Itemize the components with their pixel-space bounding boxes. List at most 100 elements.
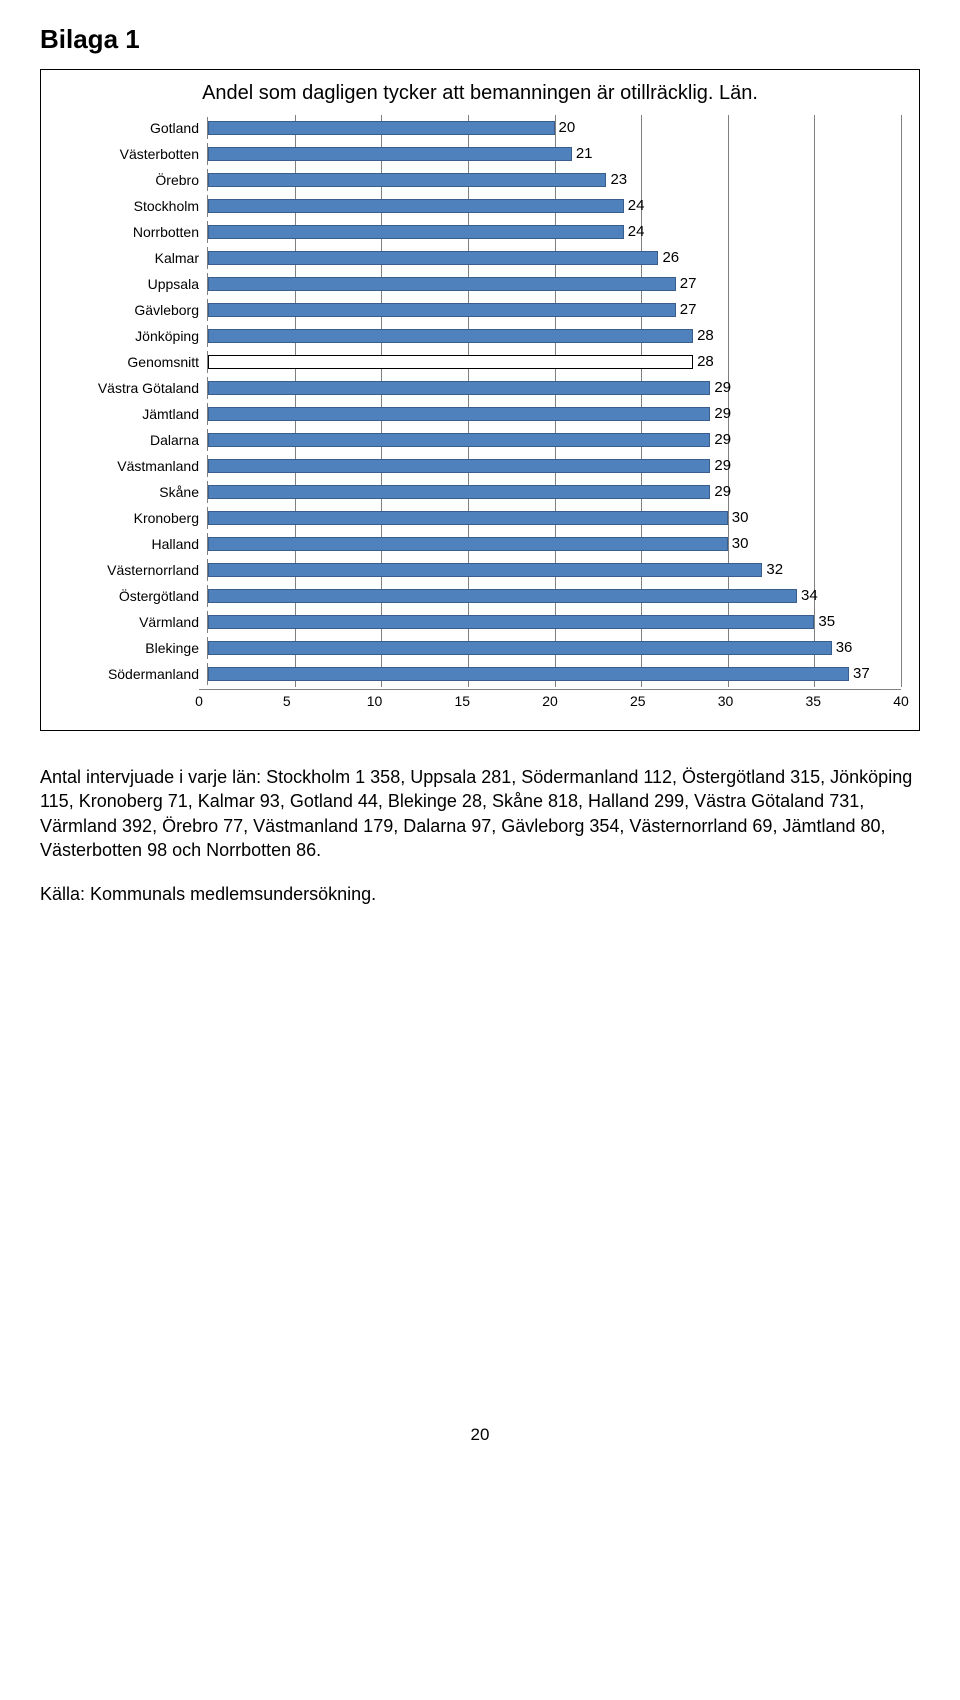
plot-cell: 34 [207, 585, 901, 607]
bar [208, 121, 555, 135]
plot-cell: 30 [207, 507, 901, 529]
bar-value: 23 [606, 169, 627, 191]
x-axis-tick: 20 [542, 693, 558, 709]
y-axis-label: Västerbotten [59, 143, 207, 165]
y-axis-label: Jönköping [59, 325, 207, 347]
bar-value: 30 [728, 533, 749, 555]
chart-row: Västerbotten21 [59, 143, 901, 165]
plot-cell: 21 [207, 143, 901, 165]
bar-value: 34 [797, 585, 818, 607]
bar-value: 30 [728, 507, 749, 529]
bar-value: 24 [624, 221, 645, 243]
x-axis-tick: 35 [805, 693, 821, 709]
bar [208, 511, 728, 525]
plot-cell: 30 [207, 533, 901, 555]
x-axis-tick: 0 [195, 693, 203, 709]
chart-row: Jämtland29 [59, 403, 901, 425]
bar [208, 667, 849, 681]
bar [208, 329, 693, 343]
bar [208, 355, 693, 369]
chart-row: Genomsnitt 28 [59, 351, 901, 373]
y-axis-label: Norrbotten [59, 221, 207, 243]
body-text: Antal intervjuade i varje län: Stockholm… [40, 765, 920, 862]
plot-cell: 24 [207, 195, 901, 217]
y-axis-label: Uppsala [59, 273, 207, 295]
bar [208, 225, 624, 239]
y-axis-label: Västernorrland [59, 559, 207, 581]
bar-value: 35 [814, 611, 835, 633]
y-axis-label: Västmanland [59, 455, 207, 477]
bar-value: 29 [710, 455, 731, 477]
x-axis: 0510152025303540 [59, 689, 901, 712]
chart-row: Dalarna 29 [59, 429, 901, 451]
chart-row: Stockholm 24 [59, 195, 901, 217]
y-axis-label: Gävleborg [59, 299, 207, 321]
y-axis-label: Värmland [59, 611, 207, 633]
chart-row: Kronoberg 30 [59, 507, 901, 529]
bar-value: 27 [676, 273, 697, 295]
bar-value: 29 [710, 403, 731, 425]
plot-cell: 35 [207, 611, 901, 633]
chart-row: Uppsala 27 [59, 273, 901, 295]
chart-row: Västra Götaland 29 [59, 377, 901, 399]
bar [208, 173, 606, 187]
plot-cell: 37 [207, 663, 901, 685]
chart-row: Skåne 29 [59, 481, 901, 503]
plot-cell: 26 [207, 247, 901, 269]
y-axis-label: Stockholm [59, 195, 207, 217]
plot-cell: 29 [207, 481, 901, 503]
x-axis-tick: 25 [630, 693, 646, 709]
chart-row: Gotland20 [59, 117, 901, 139]
bar [208, 615, 814, 629]
bar [208, 277, 676, 291]
bar [208, 147, 572, 161]
chart-row: Gävleborg27 [59, 299, 901, 321]
bar-value: 36 [832, 637, 853, 659]
y-axis-label: Östergötland [59, 585, 207, 607]
x-axis-tick: 30 [718, 693, 734, 709]
chart-row: Värmland 35 [59, 611, 901, 633]
chart-frame: Andel som dagligen tycker att bemanninge… [40, 69, 920, 731]
bar-value: 37 [849, 663, 870, 685]
source-line: Källa: Kommunals medlemsundersökning. [40, 884, 920, 905]
y-axis-label: Kalmar [59, 247, 207, 269]
x-axis-tick: 5 [283, 693, 291, 709]
page-title: Bilaga 1 [40, 24, 920, 55]
chart-row: Halland30 [59, 533, 901, 555]
bar-value: 24 [624, 195, 645, 217]
y-axis-label: Dalarna [59, 429, 207, 451]
chart-row: Örebro23 [59, 169, 901, 191]
bar [208, 485, 710, 499]
y-axis-label: Södermanland [59, 663, 207, 685]
chart-row: Östergötland 34 [59, 585, 901, 607]
bar [208, 407, 710, 421]
y-axis-label: Kronoberg [59, 507, 207, 529]
chart-row: Kalmar26 [59, 247, 901, 269]
bar [208, 641, 832, 655]
plot-cell: 28 [207, 351, 901, 373]
bar [208, 381, 710, 395]
bar-value: 29 [710, 429, 731, 451]
bar-value: 29 [710, 481, 731, 503]
bar [208, 563, 762, 577]
bar-value: 32 [762, 559, 783, 581]
page-number: 20 [40, 1425, 920, 1445]
bar [208, 589, 797, 603]
y-axis-label: Västra Götaland [59, 377, 207, 399]
x-axis-tick: 10 [367, 693, 383, 709]
y-axis-label: Blekinge [59, 637, 207, 659]
bar-value: 28 [693, 351, 714, 373]
chart-row: Jönköping 28 [59, 325, 901, 347]
chart-title: Andel som dagligen tycker att bemanninge… [59, 82, 901, 105]
bar-value: 28 [693, 325, 714, 347]
plot-cell: 29 [207, 455, 901, 477]
plot-cell: 24 [207, 221, 901, 243]
y-axis-label: Genomsnitt [59, 351, 207, 373]
chart-row: Södermanland 37 [59, 663, 901, 685]
chart-row: Västernorrland 32 [59, 559, 901, 581]
chart-body: Gotland20 Västerbotten21 Örebro23 Stockholm… [59, 115, 901, 687]
bar-value: 29 [710, 377, 731, 399]
bar [208, 433, 710, 447]
y-axis-label: Skåne [59, 481, 207, 503]
bar [208, 251, 658, 265]
